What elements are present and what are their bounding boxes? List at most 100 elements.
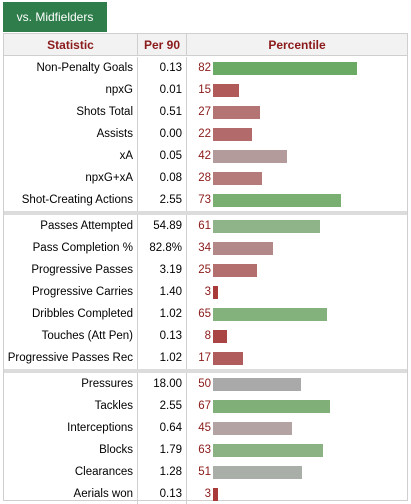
percentile-bar xyxy=(213,172,262,185)
per90-value: 1.02 xyxy=(138,347,187,369)
percentile-bar xyxy=(213,330,227,343)
table-row: Tackles 2.55 67 xyxy=(4,395,407,417)
percentile-cell: 42 xyxy=(187,145,407,167)
percentile-bar xyxy=(213,286,218,299)
percentile-cell: 25 xyxy=(187,259,407,281)
percentile-cell: 17 xyxy=(187,347,407,369)
per90-value: 0.13 xyxy=(138,57,187,79)
per90-value: 1.79 xyxy=(138,439,187,461)
per90-value: 0.51 xyxy=(138,101,187,123)
percentile-cell: 8 xyxy=(187,325,407,347)
table-row: Progressive Carries 1.40 3 xyxy=(4,281,407,303)
stat-name: Clearances xyxy=(4,461,138,483)
stat-name: Shot-Creating Actions xyxy=(4,189,138,211)
per90-value: 2.55 xyxy=(138,189,187,211)
table-row: Clearances 1.28 51 xyxy=(4,461,407,483)
percentile-bar xyxy=(213,488,218,501)
percentile-bar xyxy=(213,194,341,207)
stat-name: Pressures xyxy=(4,373,138,395)
percentile-bar xyxy=(213,242,273,255)
table-row: Touches (Att Pen) 0.13 8 xyxy=(4,325,407,347)
per90-value: 18.00 xyxy=(138,373,187,395)
header-statistic: Statistic xyxy=(4,34,138,55)
section-divider xyxy=(4,211,407,215)
table-row: Pass Completion % 82.8% 34 xyxy=(4,237,407,259)
table-row: Progressive Passes 3.19 25 xyxy=(4,259,407,281)
percentile-value: 34 xyxy=(198,242,211,254)
header-per90: Per 90 xyxy=(138,34,187,55)
percentile-value: 15 xyxy=(198,84,211,96)
per90-value: 54.89 xyxy=(138,215,187,237)
percentile-cell: 67 xyxy=(187,395,407,417)
table-row: npxG+xA 0.08 28 xyxy=(4,167,407,189)
percentile-cell: 63 xyxy=(187,439,407,461)
per90-value: 0.13 xyxy=(138,483,187,504)
percentile-value: 3 xyxy=(204,488,211,500)
percentile-cell: 22 xyxy=(187,123,407,145)
table-row: Shot-Creating Actions 2.55 73 xyxy=(4,189,407,211)
percentile-bar xyxy=(213,352,243,365)
table-row: npxG 0.01 15 xyxy=(4,79,407,101)
percentile-cell: 73 xyxy=(187,189,407,211)
percentile-value: 50 xyxy=(198,378,211,390)
per90-value: 0.08 xyxy=(138,167,187,189)
per90-value: 0.64 xyxy=(138,417,187,439)
percentile-table: Statistic Per 90 Percentile Non-Penalty … xyxy=(3,33,408,504)
stat-name: Progressive Passes xyxy=(4,259,138,281)
per90-value: 0.01 xyxy=(138,79,187,101)
stat-name: Dribbles Completed xyxy=(4,303,138,325)
per90-value: 82.8% xyxy=(138,237,187,259)
stat-name: Progressive Carries xyxy=(4,281,138,303)
stat-name: Interceptions xyxy=(4,417,138,439)
percentile-value: 82 xyxy=(198,62,211,74)
stat-name: Non-Penalty Goals xyxy=(4,57,138,79)
percentile-cell: 61 xyxy=(187,215,407,237)
per90-value: 0.13 xyxy=(138,325,187,347)
stat-name: Progressive Passes Rec xyxy=(4,347,138,369)
header-percentile: Percentile xyxy=(268,37,326,52)
per90-value: 3.19 xyxy=(138,259,187,281)
stat-name: Shots Total xyxy=(4,101,138,123)
percentile-value: 25 xyxy=(198,264,211,276)
table-header: Statistic Per 90 Percentile xyxy=(4,34,407,56)
tab-vs-midfielders[interactable]: vs. Midfielders xyxy=(3,2,107,32)
table-row: Assists 0.00 22 xyxy=(4,123,407,145)
percentile-value: 73 xyxy=(198,194,211,206)
stat-name: Blocks xyxy=(4,439,138,461)
percentile-bar xyxy=(213,150,287,163)
percentile-cell: 28 xyxy=(187,167,407,189)
percentile-value: 45 xyxy=(198,422,211,434)
percentile-cell: 51 xyxy=(187,461,407,483)
percentile-bar xyxy=(213,422,292,435)
table-row: Non-Penalty Goals 0.13 82 xyxy=(4,57,407,79)
per90-value: 2.55 xyxy=(138,395,187,417)
stat-name: Passes Attempted xyxy=(4,215,138,237)
table-row: Blocks 1.79 63 xyxy=(4,439,407,461)
table-row: xA 0.05 42 xyxy=(4,145,407,167)
percentile-bar xyxy=(213,84,239,97)
percentile-bar xyxy=(213,400,330,413)
per90-value: 1.40 xyxy=(138,281,187,303)
stat-name: npxG xyxy=(4,79,138,101)
stat-name: Touches (Att Pen) xyxy=(4,325,138,347)
percentile-bar xyxy=(213,128,252,141)
percentile-value: 3 xyxy=(204,286,211,298)
table-row: Aerials won 0.13 3 xyxy=(4,483,407,504)
percentile-cell: 27 xyxy=(187,101,407,123)
table-row: Interceptions 0.64 45 xyxy=(4,417,407,439)
percentile-cell: 15 xyxy=(187,79,407,101)
per90-value: 0.05 xyxy=(138,145,187,167)
percentile-value: 8 xyxy=(204,330,211,342)
percentile-cell: 82 xyxy=(187,57,407,79)
percentile-bar xyxy=(213,444,323,457)
stat-name: Tackles xyxy=(4,395,138,417)
percentile-bar xyxy=(213,106,260,119)
percentile-cell: 45 xyxy=(187,417,407,439)
table-row: Pressures 18.00 50 xyxy=(4,373,407,395)
table-row: Progressive Passes Rec 1.02 17 xyxy=(4,347,407,369)
percentile-value: 63 xyxy=(198,444,211,456)
percentile-bar xyxy=(213,264,257,277)
percentile-value: 27 xyxy=(198,106,211,118)
stat-name: Assists xyxy=(4,123,138,145)
per90-value: 1.28 xyxy=(138,461,187,483)
